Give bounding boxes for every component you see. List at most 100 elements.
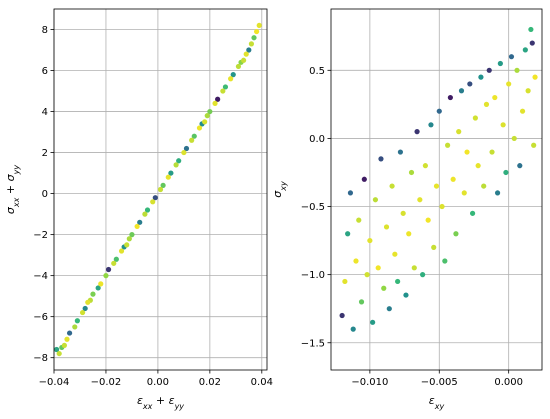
- data-point: [230, 72, 236, 78]
- data-point: [74, 318, 80, 324]
- data-point: [500, 122, 506, 128]
- y-tick-label: −8: [33, 353, 48, 364]
- data-point: [215, 96, 221, 102]
- data-point: [439, 203, 445, 210]
- data-point: [450, 176, 456, 182]
- data-point: [528, 26, 534, 33]
- data-point: [392, 251, 398, 257]
- data-point: [347, 190, 354, 196]
- data-point: [489, 149, 495, 155]
- data-point: [111, 260, 117, 266]
- data-point: [256, 22, 262, 29]
- data-point: [522, 47, 528, 53]
- data-point: [525, 88, 531, 94]
- data-point: [134, 223, 140, 230]
- scatter-points: [339, 26, 538, 332]
- data-point: [519, 108, 526, 114]
- data-point: [458, 88, 465, 94]
- data-point: [54, 346, 60, 353]
- data-point: [142, 211, 148, 217]
- data-point: [90, 291, 96, 297]
- data-point: [403, 292, 409, 298]
- data-point: [241, 57, 247, 63]
- data-point: [497, 60, 503, 67]
- data-point: [129, 232, 135, 238]
- data-point: [124, 242, 130, 248]
- data-point: [425, 217, 431, 223]
- data-point: [342, 278, 348, 285]
- y-tick-label: 4: [42, 107, 48, 118]
- data-point: [61, 342, 67, 348]
- y-tick-label: 0: [42, 189, 48, 200]
- data-point: [433, 183, 440, 189]
- data-point: [358, 299, 365, 305]
- y-tick-label: −6: [33, 312, 48, 323]
- panel-1: −0.04 −0.02 0.00 0.02 0.04 −8 −6 −4 −2 0 2 4 6 8 εxx +…: [4, 8, 273, 411]
- y-tick-label: −0.5: [301, 202, 325, 213]
- data-point: [436, 108, 442, 114]
- data-point: [461, 190, 467, 196]
- data-point: [467, 81, 473, 87]
- data-point: [85, 299, 91, 305]
- axes-frame: [53, 8, 268, 371]
- data-point: [478, 74, 484, 80]
- data-point: [464, 149, 470, 155]
- data-point: [529, 40, 535, 46]
- x-tick-label: −0.02: [91, 377, 122, 388]
- scatter-points: [54, 22, 262, 357]
- x-tick-label: −0.04: [39, 377, 70, 388]
- data-point: [469, 210, 476, 216]
- y-tick-label: −4: [33, 271, 48, 282]
- y-tick-label: 8: [42, 25, 48, 36]
- data-point: [105, 266, 112, 273]
- data-point: [506, 81, 512, 87]
- y-tick-label: 6: [42, 66, 48, 77]
- data-point: [79, 309, 86, 316]
- data-point: [176, 158, 182, 164]
- data-point: [483, 101, 490, 107]
- data-point: [386, 306, 392, 312]
- data-point: [531, 142, 537, 148]
- data-point: [472, 115, 478, 121]
- y-tick-label: 0.5: [309, 66, 325, 77]
- data-point: [157, 186, 164, 193]
- data-point: [353, 258, 359, 264]
- data-point: [66, 330, 73, 336]
- data-point: [420, 272, 426, 278]
- data-point: [447, 94, 453, 101]
- data-point: [113, 256, 119, 262]
- data-point: [98, 281, 104, 287]
- data-point: [196, 125, 203, 131]
- data-point: [367, 237, 373, 244]
- data-point: [254, 28, 260, 35]
- x-tick-label: 0.000: [494, 377, 523, 388]
- data-point: [375, 265, 381, 271]
- y-tick-label: −2: [33, 230, 48, 241]
- data-point: [183, 145, 190, 152]
- y-tick-label: 2: [42, 148, 48, 159]
- data-point: [445, 142, 451, 148]
- data-point: [508, 54, 515, 60]
- data-point: [475, 163, 481, 169]
- data-point: [189, 137, 195, 143]
- data-point: [364, 272, 370, 278]
- data-point: [411, 265, 417, 271]
- data-point: [532, 74, 538, 80]
- data-point: [422, 163, 428, 169]
- data-point: [428, 122, 434, 128]
- data-point: [103, 273, 109, 279]
- data-point: [220, 88, 226, 94]
- data-point: [160, 182, 166, 188]
- x-axis-label: εxy: [429, 394, 445, 411]
- y-axis-label: σxx + σyy: [4, 165, 21, 214]
- data-point: [514, 67, 520, 73]
- x-tick-label: −0.005: [421, 377, 458, 388]
- y-tick-label: −1.5: [301, 338, 325, 349]
- data-point: [350, 326, 356, 332]
- data-point: [397, 149, 404, 155]
- data-point: [235, 63, 242, 70]
- data-point: [486, 67, 492, 73]
- data-point: [204, 113, 210, 119]
